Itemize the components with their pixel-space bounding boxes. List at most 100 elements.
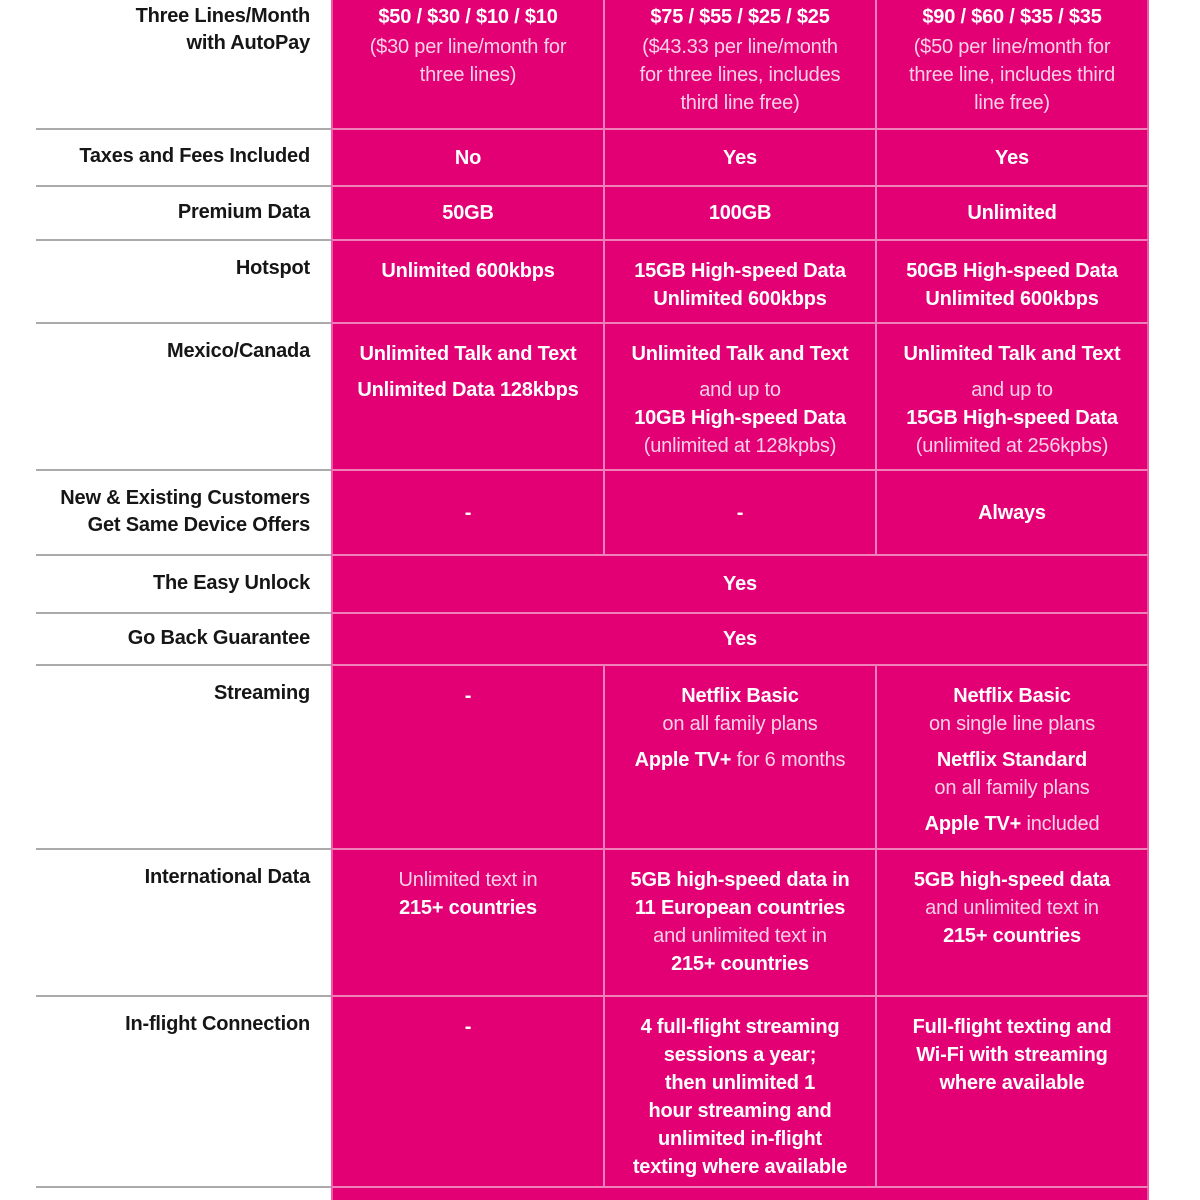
cell-value-group: Unlimited text in 215+ countries	[399, 866, 538, 922]
cell-subtext: (unlimited at 256kpbs)	[915, 435, 1109, 457]
cell-value: 215+ countries	[943, 925, 1081, 947]
row-label-international-data: International Data	[0, 848, 331, 995]
row-label-text: Three Lines/Month with AutoPay	[135, 5, 311, 54]
table-row-hotspot: Hotspot Unlimited 600kbps 15GB High-spee…	[0, 239, 1200, 322]
cell-value: 100GB	[708, 202, 772, 224]
span-cell: Yes	[333, 556, 1147, 612]
col1-cell: -	[333, 471, 603, 554]
cell-value: Netflix Basic	[681, 685, 799, 707]
table-row-device-offers: New & Existing Customers Get Same Device…	[0, 469, 1200, 554]
plan2-price: $75 / $55 / $25 / $25	[650, 6, 830, 28]
row-content: $50 / $30 / $10 / $10 ($30 per line/mont…	[331, 0, 1149, 128]
cell-value: Always	[978, 501, 1046, 524]
col2-cell: Netflix Basic on all family plans Apple …	[603, 666, 875, 848]
col3-cell: $90 / $60 / $35 / $35 ($50 per line/mont…	[875, 0, 1147, 128]
row-label-text: Premium Data	[177, 200, 310, 223]
cell-value-group: Netflix Basic on single line plans	[929, 682, 1095, 738]
cell-value-group: Netflix Basic on all family plans	[662, 682, 817, 738]
span-cell	[333, 1188, 1147, 1200]
cell-value: Unlimited Talk and Text	[359, 343, 577, 365]
cell-subtext: included	[1021, 813, 1100, 835]
cell-value: -	[736, 501, 744, 524]
row-label-text: Go Back Guarantee	[127, 626, 310, 649]
plan1-price-note: ($30 per line/month for three lines)	[369, 36, 567, 86]
table-row-inflight-connection: In-flight Connection - 4 full-flight str…	[0, 995, 1200, 1186]
cell-value: -	[464, 1016, 472, 1038]
cell-subtext: for 6 months	[731, 749, 846, 771]
cell-subtext: on all family plans	[934, 777, 1090, 799]
cell-value: Full-flight texting and Wi-Fi with strea…	[912, 1016, 1112, 1094]
cell-subtext: and up to	[699, 379, 781, 401]
col1-cell: 50GB	[333, 187, 603, 239]
plan3-price-note: ($50 per line/month for three line, incl…	[908, 36, 1116, 114]
cell-value: Yes	[723, 573, 757, 595]
row-label-text: Streaming	[213, 682, 310, 704]
cell-value-group: and up to 10GB High-speed Data (unlimite…	[634, 376, 846, 460]
cell-value: Netflix Basic	[953, 685, 1071, 707]
row-label-text: Taxes and Fees Included	[79, 145, 310, 167]
table-row-easy-unlock: The Easy Unlock Yes	[0, 554, 1200, 612]
col1-cell: No	[333, 130, 603, 185]
col2-cell: -	[603, 471, 875, 554]
row-label-premium-data: Premium Data	[0, 185, 331, 239]
row-content: Unlimited Talk and Text Unlimited Data 1…	[331, 322, 1149, 469]
row-content: 50GB 100GB Unlimited	[331, 185, 1149, 239]
cell-value: No	[454, 146, 482, 169]
cell-subtext: on all family plans	[662, 713, 818, 735]
col3-cell: Unlimited	[875, 187, 1147, 239]
table-row-international-data: International Data Unlimited text in 215…	[0, 848, 1200, 995]
row-content: Unlimited text in 215+ countries 5GB hig…	[331, 848, 1149, 995]
cell-value: Yes	[723, 146, 757, 169]
cell-value: Yes	[723, 628, 757, 650]
col3-cell: Unlimited Talk and Text and up to 15GB H…	[875, 324, 1147, 469]
cell-value: -	[464, 501, 472, 524]
col3-cell: Yes	[875, 130, 1147, 185]
span-cell: Yes	[333, 614, 1147, 664]
col1-cell: $50 / $30 / $10 / $10 ($30 per line/mont…	[333, 0, 603, 128]
row-content: - Netflix Basic on all family plans Appl…	[331, 664, 1149, 848]
plan2-price-note: ($43.33 per line/month for three lines, …	[639, 36, 841, 114]
cell-subtext: and up to	[971, 379, 1053, 401]
col2-cell: 4 full-flight streaming sessions a year;…	[603, 997, 875, 1186]
cell-value: Apple TV+	[924, 813, 1022, 835]
row-label-text: Hotspot	[235, 257, 310, 279]
cell-value: Unlimited	[967, 202, 1057, 224]
row-label-streaming: Streaming	[0, 664, 331, 848]
cell-value: 10GB High-speed Data	[634, 407, 846, 429]
cell-value: Yes	[995, 146, 1029, 169]
cell-value-group: 5GB high-speed data in 11 European count…	[631, 866, 850, 978]
table-row-taxes-fees: Taxes and Fees Included No Yes Yes	[0, 128, 1200, 185]
cell-subtext: and unlimited text in	[653, 925, 827, 947]
col2-cell: Unlimited Talk and Text and up to 10GB H…	[603, 324, 875, 469]
cell-subtext: on single line plans	[928, 713, 1096, 735]
col2-cell: 5GB high-speed data in 11 European count…	[603, 850, 875, 995]
row-content: Yes	[331, 612, 1149, 664]
row-label-text: Mexico/Canada	[166, 340, 310, 362]
cell-value-group: and up to 15GB High-speed Data (unlimite…	[906, 376, 1118, 460]
cell-value: Unlimited Data 128kbps	[357, 379, 579, 401]
cell-value-group: 5GB high-speed data and unlimited text i…	[914, 866, 1110, 950]
row-content: - - Always	[331, 469, 1149, 554]
cell-value: Unlimited 600kbps	[381, 260, 555, 282]
row-label-inflight-connection: In-flight Connection	[0, 995, 331, 1186]
cell-value: 5GB high-speed data in 11 European count…	[630, 869, 850, 919]
col3-cell: Netflix Basic on single line plans Netfl…	[875, 666, 1147, 848]
col3-cell: 5GB high-speed data and unlimited text i…	[875, 850, 1147, 995]
cell-value-group: Apple TV+ included	[925, 810, 1100, 838]
cell-value: Unlimited Talk and Text	[903, 343, 1121, 365]
row-label-empty	[0, 1186, 331, 1200]
row-label-go-back-guarantee: Go Back Guarantee	[0, 612, 331, 664]
cell-value: 5GB high-speed data	[913, 869, 1111, 891]
col3-cell: Full-flight texting and Wi-Fi with strea…	[875, 997, 1147, 1186]
row-label-taxes-fees: Taxes and Fees Included	[0, 128, 331, 185]
col1-cell: -	[333, 666, 603, 848]
col1-cell: Unlimited text in 215+ countries	[333, 850, 603, 995]
plan3-price: $90 / $60 / $35 / $35	[922, 6, 1102, 28]
cell-value: 215+ countries	[671, 953, 809, 975]
table-row-bottom-strip	[0, 1186, 1200, 1200]
table-row-go-back-guarantee: Go Back Guarantee Yes	[0, 612, 1200, 664]
row-content	[331, 1186, 1149, 1200]
row-label-hotspot: Hotspot	[0, 239, 331, 322]
cell-subtext: and unlimited text in	[925, 897, 1099, 919]
table-row-streaming: Streaming - Netflix Basic on all family …	[0, 664, 1200, 848]
